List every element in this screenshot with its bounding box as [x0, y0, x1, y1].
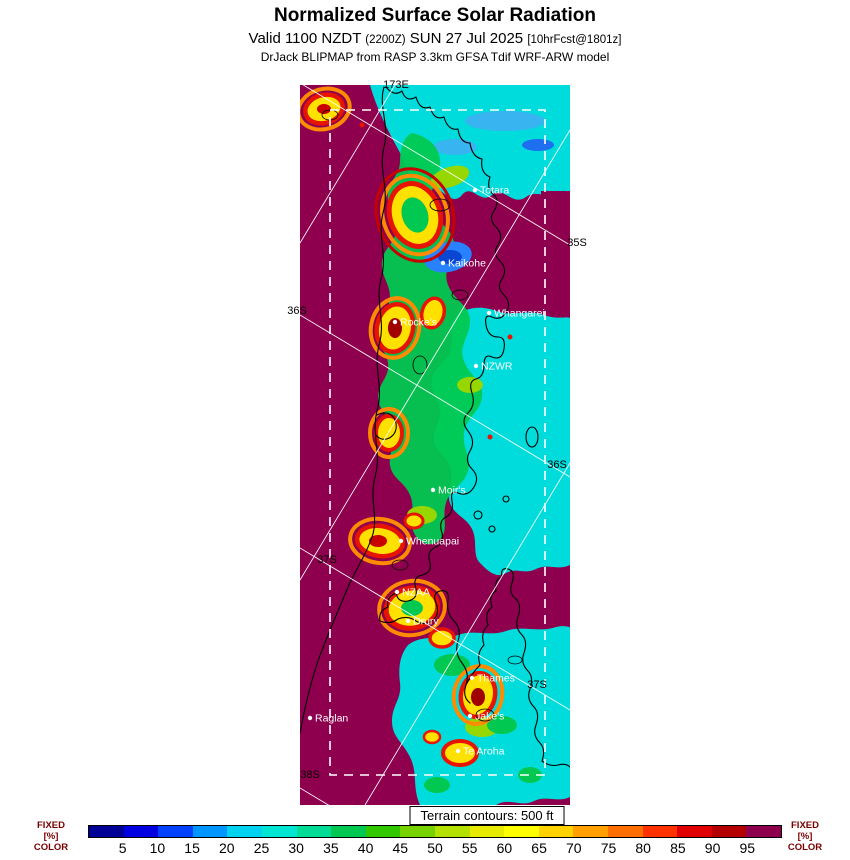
colorbar-segment [296, 826, 332, 837]
colorbar-segment [123, 826, 159, 837]
colorbar-segment [400, 826, 435, 837]
graticule-label: 35S [567, 237, 587, 249]
colorbar-tick: 50 [427, 840, 443, 856]
colorbar-tick: 85 [670, 840, 686, 856]
place-label: Raglan [315, 713, 348, 725]
colorbar-segment [261, 826, 297, 837]
colorbar-tick: 60 [496, 840, 513, 856]
colorbar-tick: 35 [323, 840, 339, 856]
graticule-label: 36S [547, 459, 567, 471]
colorbar-segment [607, 826, 643, 837]
colorbar-segment [469, 826, 505, 837]
model-line: DrJack BLIPMAP from RASP 3.3km GFSA Tdif… [260, 50, 610, 64]
colorbar-tick: 25 [253, 840, 270, 856]
colorbar-segment [434, 826, 470, 837]
place-label: Drury [413, 616, 439, 628]
graticule-label: 37S [527, 679, 547, 691]
place-marker [473, 363, 479, 369]
colorbar-tick: 65 [531, 840, 547, 856]
place-label: Te Aroha [463, 746, 505, 758]
place-marker [430, 487, 436, 493]
colorbar-end-label-line: [%] [43, 830, 59, 842]
colorbar-end-label-line: FIXED [791, 820, 819, 831]
colorbar-segment [538, 826, 574, 837]
colorbar-tick: 75 [600, 840, 617, 856]
colorbar: 5 10 15 20 25 30 35 40 45 50 55 60 65 70 75 80 85 90 95 [88, 825, 782, 856]
colorbar-segment [365, 826, 401, 837]
graticule-label: 173E [383, 79, 409, 91]
terrain-note-box: Terrain contours: 500 ft [409, 806, 565, 825]
colorbar-tick: 55 [461, 840, 478, 856]
colorbar-segment [89, 826, 124, 837]
colorbar-tick: 20 [219, 840, 235, 856]
place-marker [486, 310, 492, 316]
radiation-field [300, 85, 570, 805]
colorbar-end-label-right: FIXED [%] COLOR [782, 820, 828, 854]
valid-time-line: Valid 1100 NZDT (2200Z) SUN 27 Jul 2025 … [20, 30, 850, 47]
place-marker [394, 589, 400, 595]
colorbar-tick: 5 [118, 840, 127, 856]
place-marker [392, 319, 398, 325]
chart-title: Normalized Surface Solar Radiation [273, 5, 597, 26]
place-label: Jake's [475, 711, 504, 723]
place-marker [398, 538, 404, 544]
colorbar-end-label-line: FIXED [37, 820, 65, 831]
domain-boundary [329, 109, 546, 776]
colorbar-tick: 15 [184, 840, 200, 856]
forecast-hour: [10hrFcst@1801z] [527, 34, 622, 46]
valid-date: SUN 27 Jul 2025 [409, 30, 524, 47]
colorbar-tick: 95 [739, 840, 756, 856]
place-label: Thames [477, 673, 515, 685]
place-marker [455, 748, 461, 754]
place-label: NZWR [481, 361, 513, 373]
place-marker [469, 675, 475, 681]
colorbar-segment [227, 826, 262, 837]
colorbar-segment [192, 826, 228, 837]
valid-zulu: (2200Z) [365, 34, 406, 46]
colorbar-segment [711, 826, 747, 837]
graticule-label: 37S [317, 554, 337, 566]
place-marker [472, 187, 478, 193]
map-labels: 173E 35S 36S 36S 37S 37S 38S Totara Kaikohe Whang… [287, 79, 587, 781]
radiation-map: 173E 35S 36S 36S 37S 37S 38S Totara Kaikohe Whang… [287, 79, 587, 805]
place-label: Kaikohe [448, 258, 486, 270]
colorbar-end-label-line: [%] [797, 830, 813, 842]
chart-header: Normalized Surface Solar Radiation Valid… [20, 5, 850, 64]
colorbar-segment [158, 826, 193, 837]
colorbar-tick: 90 [704, 840, 721, 856]
colorbar-tick: 80 [635, 840, 651, 856]
graticule-lines [300, 85, 570, 805]
place-label: Rocke's [400, 317, 437, 329]
valid-time: Valid 1100 NZDT [248, 30, 362, 47]
colorbar-tick: 30 [288, 840, 304, 856]
colorbar-tick: 40 [357, 840, 374, 856]
colorbar-segment [677, 826, 712, 837]
colorbar-end-label-line: COLOR [787, 841, 823, 853]
colorbar-end-label-line: COLOR [33, 841, 69, 853]
colorbar-end-label-left: FIXED [%] COLOR [28, 820, 74, 854]
colorbar-segment [642, 826, 678, 837]
place-marker [307, 715, 313, 721]
colorbar-segments [88, 825, 782, 838]
place-label: Whangarei [494, 308, 545, 320]
place-marker [467, 713, 473, 719]
graticule-label: 36S [287, 305, 307, 317]
place-label: Moir's [438, 485, 466, 497]
coastline-contours [300, 86, 570, 768]
colorbar-tick: 10 [149, 840, 166, 856]
colorbar-segment [331, 826, 366, 837]
place-label: Totara [480, 185, 509, 197]
place-label: NZAA [402, 587, 430, 599]
colorbar-tick: 70 [566, 840, 582, 856]
colorbar-segment [746, 826, 781, 837]
colorbar-ticks: 5 10 15 20 25 30 35 40 45 50 55 60 65 70 75 80 85 90 95 [88, 838, 782, 856]
place-marker [405, 618, 411, 624]
terrain-note-text: Terrain contours: 500 ft [420, 808, 554, 823]
place-label: Whenuapai [406, 536, 459, 548]
colorbar-segment [504, 826, 539, 837]
graticule-label: 38S [300, 769, 320, 781]
colorbar-segment [573, 826, 608, 837]
colorbar-tick: 45 [392, 840, 409, 856]
place-marker [440, 260, 446, 266]
